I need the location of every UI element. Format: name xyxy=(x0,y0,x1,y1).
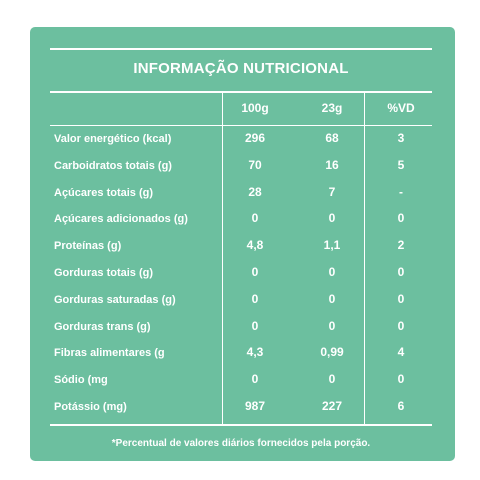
nutrient-label: Gorduras trans (g) xyxy=(54,321,151,333)
nutrient-label: Gorduras totais (g) xyxy=(54,267,154,279)
daily-value-percent: 5 xyxy=(397,158,405,172)
value-per-100g: 0 xyxy=(251,319,259,333)
nutrient-label: Gorduras saturadas (g) xyxy=(54,294,176,306)
nutrient-label: Proteínas (g) xyxy=(54,240,122,252)
value-per-portion: 0 xyxy=(328,372,336,386)
daily-value-percent: 6 xyxy=(397,399,405,413)
value-per-portion: 0 xyxy=(328,319,336,333)
value-per-100g: 70 xyxy=(248,158,262,172)
daily-value-percent: 0 xyxy=(397,372,405,386)
panel-title: INFORMAÇÃO NUTRICIONAL xyxy=(133,60,349,77)
column-header-23g: 23g xyxy=(321,101,343,115)
column-header-vd: %VD xyxy=(387,101,415,115)
value-per-portion: 7 xyxy=(328,185,336,199)
nutrient-label: Carboidratos totais (g) xyxy=(54,160,172,172)
value-per-portion: 227 xyxy=(321,399,343,413)
value-per-portion: 0 xyxy=(328,211,336,225)
nutrient-label: Valor energético (kcal) xyxy=(54,133,172,145)
nutrient-label: Açúcares totais (g) xyxy=(54,187,154,199)
table-bottom-rule xyxy=(50,424,432,426)
value-per-100g: 0 xyxy=(251,211,259,225)
nutrient-label: Fibras alimentares (g xyxy=(54,347,165,359)
daily-value-percent: 0 xyxy=(397,211,405,225)
nutrient-label: Potássio (mg) xyxy=(54,401,127,413)
daily-value-percent: 2 xyxy=(397,238,405,252)
value-per-portion: 68 xyxy=(325,131,339,145)
column-header-100g: 100g xyxy=(241,101,269,115)
daily-value-percent: 0 xyxy=(397,319,405,333)
value-per-100g: 296 xyxy=(244,131,266,145)
daily-value-percent: - xyxy=(399,185,403,199)
top-rule xyxy=(50,48,432,50)
nutrition-facts-panel: INFORMAÇÃO NUTRICIONAL 100g 23g %VD Valo… xyxy=(30,27,455,461)
value-per-100g: 28 xyxy=(248,185,262,199)
value-per-100g: 4,8 xyxy=(246,238,264,252)
daily-value-percent: 4 xyxy=(397,345,405,359)
column-divider-2 xyxy=(364,91,365,425)
daily-value-percent: 0 xyxy=(397,265,405,279)
title-rule xyxy=(50,91,432,93)
value-per-100g: 0 xyxy=(251,265,259,279)
value-per-100g: 0 xyxy=(251,372,259,386)
value-per-portion: 0 xyxy=(328,292,336,306)
daily-value-percent: 0 xyxy=(397,292,405,306)
value-per-100g: 987 xyxy=(244,399,266,413)
footnote: *Percentual de valores diários fornecido… xyxy=(111,438,371,449)
value-per-100g: 0 xyxy=(251,292,259,306)
daily-value-percent: 3 xyxy=(397,131,405,145)
column-divider-1 xyxy=(222,91,223,425)
nutrient-label: Açúcares adicionados (g) xyxy=(54,213,188,225)
value-per-portion: 1,1 xyxy=(323,238,341,252)
nutrient-label: Sódio (mg xyxy=(54,374,108,386)
value-per-portion: 0 xyxy=(328,265,336,279)
value-per-portion: 0,99 xyxy=(320,345,344,359)
header-rule xyxy=(50,125,432,126)
value-per-portion: 16 xyxy=(325,158,339,172)
value-per-100g: 4,3 xyxy=(246,345,264,359)
